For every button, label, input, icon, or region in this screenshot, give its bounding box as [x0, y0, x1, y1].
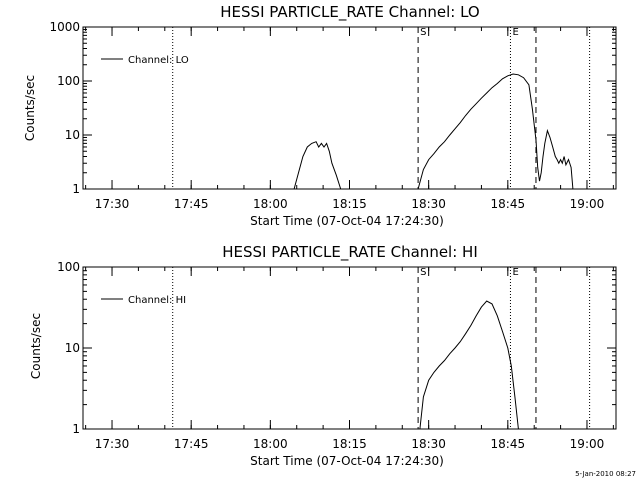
hi-vline-label-2: E — [512, 267, 518, 278]
lo-xtick-label-6: 19:00 — [570, 197, 605, 211]
lo-legend-label: Channel: LO — [128, 55, 189, 66]
hi-xtick-label-0: 17:30 — [95, 437, 130, 451]
hi-xtick-label-4: 18:30 — [411, 437, 446, 451]
panel-hi-title: HESSI PARTICLE_RATE Channel: HI — [222, 243, 478, 262]
lo-xtick-label-1: 17:45 — [174, 197, 209, 211]
hi-vline-label-1: S — [420, 267, 426, 278]
footer-timestamp: 5-Jan-2010 08:27 — [575, 470, 636, 478]
lo-xtick-label-3: 18:15 — [332, 197, 367, 211]
panel-hi-ylabel: Counts/sec — [29, 313, 43, 379]
hi-xtick-label-5: 18:45 — [491, 437, 526, 451]
panel-hi-marks: 17:30 17:45 18:00 18:15 18:30 18:45 19:00 1 10 10… — [57, 260, 616, 451]
lo-vline-label-1: S — [420, 27, 426, 38]
lo-xtick-label-4: 18:30 — [411, 197, 446, 211]
panel-hi-xlabel: Start Time (07-Oct-04 17:24:30) — [250, 454, 444, 468]
panel-lo-xlabel: Start Time (07-Oct-04 17:24:30) — [250, 214, 444, 228]
panel-lo-marks: 17:30 17:45 18:00 18:15 18:30 18:45 19:00 1 10 10… — [49, 20, 616, 211]
hi-xtick-label-6: 19:00 — [570, 437, 605, 451]
panel-lo-title: HESSI PARTICLE_RATE Channel: LO — [220, 3, 479, 22]
hi-legend-label: Channel: HI — [128, 295, 186, 306]
panel-lo: HESSI PARTICLE_RATE Channel: LO 17:30 17:… — [23, 3, 617, 228]
panel-hi: HESSI PARTICLE_RATE Channel: HI 17:30 17:… — [29, 243, 617, 468]
panel-lo-ylabel: Counts/sec — [23, 75, 37, 141]
lo-xtick-label-5: 18:45 — [491, 197, 526, 211]
hi-xtick-label-2: 18:00 — [253, 437, 288, 451]
lo-xtick-label-0: 17:30 — [95, 197, 130, 211]
lo-vline-label-2: E — [512, 27, 518, 38]
lo-xtick-label-2: 18:00 — [253, 197, 288, 211]
hi-series-line-0 — [419, 300, 519, 430]
hi-ytick-label-1: 10 — [65, 341, 80, 355]
lo-ytick-label-2: 100 — [57, 74, 80, 88]
lo-ytick-label-1: 10 — [65, 128, 80, 142]
hi-ytick-label-0: 1 — [72, 422, 80, 436]
hi-ytick-label-2: 100 — [57, 260, 80, 274]
hi-xtick-label-3: 18:15 — [332, 437, 367, 451]
lo-ytick-label-0: 1 — [72, 182, 80, 196]
lo-ytick-label-3: 1000 — [49, 20, 80, 34]
lo-series-line-0 — [293, 73, 574, 190]
hi-xtick-label-1: 17:45 — [174, 437, 209, 451]
